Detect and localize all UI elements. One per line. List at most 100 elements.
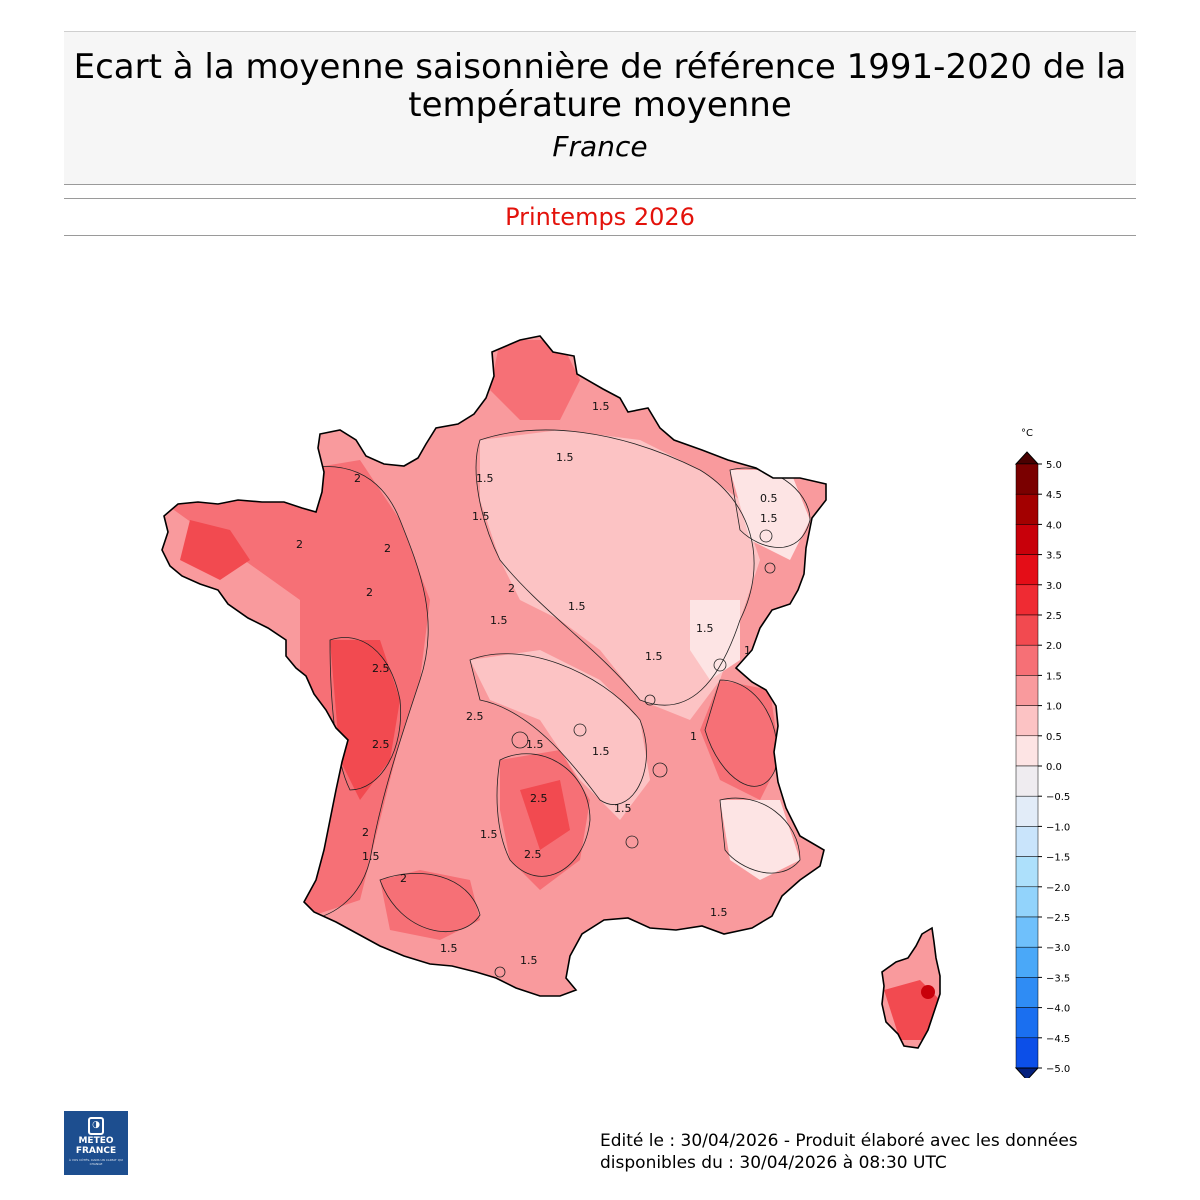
colorbar-tick-label: 2.5 xyxy=(1046,611,1062,622)
contour-label: 1 xyxy=(744,644,751,657)
contour-label: 1.5 xyxy=(440,942,458,955)
contour-label: 1.5 xyxy=(710,906,728,919)
zone-0-5-provence xyxy=(720,800,800,880)
contour-label: 2.5 xyxy=(372,662,390,675)
contour-1-5-northeast xyxy=(475,429,755,706)
edition-footer: Edité le : 30/04/2026 - Produit élaboré … xyxy=(600,1130,1160,1174)
contour-label: 1.5 xyxy=(760,512,778,525)
colorbar-bin xyxy=(1015,524,1039,555)
contour-2-0-west xyxy=(299,466,429,921)
contour-ring-2 xyxy=(573,723,587,737)
colorbar-tick-label: −2.0 xyxy=(1046,883,1070,894)
contour-label: 2 xyxy=(508,582,515,595)
legend-colorbar: 5.0 4.5 4.0 3.5 3.0 2.5 2.0 1.5 1.0 0.5 0.0 −0.5 −1.… xyxy=(1014,451,1070,1078)
colorbar-tick-label: 0.0 xyxy=(1046,762,1062,773)
colorbar-bin xyxy=(1015,705,1039,737)
colorbar-tick-label: −3.5 xyxy=(1046,973,1070,984)
contour-ring-1 xyxy=(511,731,529,749)
corsica-field xyxy=(870,920,940,1048)
contour-label: 1.5 xyxy=(592,400,610,413)
colorbar-bins xyxy=(1014,451,1040,1078)
colorbar-tick-label: 1.0 xyxy=(1046,702,1062,713)
colorbar-bin xyxy=(1015,946,1039,978)
contour-lines xyxy=(299,429,811,978)
colorbar-tick-label: −5.0 xyxy=(1046,1064,1070,1075)
colorbar-bin xyxy=(1015,886,1039,918)
colorbar-bin xyxy=(1015,1037,1039,1069)
zone-2-5-west xyxy=(330,640,400,800)
colorbar-tick-label: 5.0 xyxy=(1046,460,1062,471)
logo-glyph-icon: ◑ xyxy=(88,1117,104,1135)
colorbar-bin xyxy=(1015,675,1039,706)
contour-label: 2.5 xyxy=(530,792,548,805)
contour-label: 2.5 xyxy=(466,710,484,723)
colorbar-bin xyxy=(1015,1007,1039,1039)
zone-2-5-brittany xyxy=(180,520,250,580)
colorbar-bin xyxy=(1015,584,1039,616)
contour-label: 1.5 xyxy=(472,510,490,523)
colorbar-tick-label: −1.5 xyxy=(1046,853,1070,864)
colorbar-bin xyxy=(1015,463,1039,495)
colorbar-tick-label: 1.5 xyxy=(1046,671,1062,682)
zone-2-5-massif xyxy=(520,780,570,850)
contour-2-0-pyrenees xyxy=(379,873,481,932)
legend-unit: °C xyxy=(1021,428,1033,439)
logo-brand-line1: METEO xyxy=(78,1136,114,1146)
contour-label: 1 xyxy=(690,730,697,743)
edition-date: Edité le : 30/04/2026 - Produit élaboré … xyxy=(600,1131,1078,1151)
contour-label: 2.5 xyxy=(372,738,390,751)
anomaly-field xyxy=(162,336,940,1048)
contour-label: 1.5 xyxy=(362,850,380,863)
colorbar-tick-label: 3.0 xyxy=(1046,581,1062,592)
period-label: Printemps 2026 xyxy=(505,203,695,231)
contour-label: 1.5 xyxy=(556,451,574,464)
colorbar-tick-label: −4.5 xyxy=(1046,1034,1070,1045)
colorbar-tick-label: −4.0 xyxy=(1046,1004,1070,1015)
contour-label: 0.5 xyxy=(760,492,778,505)
contour-ring-5 xyxy=(759,529,773,543)
meteo-france-logo: ◑ METEO FRANCE À VOS CÔTÉS, DANS UN CLIM… xyxy=(64,1111,128,1175)
title-panel: Ecart à la moyenne saisonnière de référe… xyxy=(64,31,1136,185)
contour-label: 1.5 xyxy=(645,650,663,663)
contour-label: 2 xyxy=(384,542,391,555)
period-panel: Printemps 2026 xyxy=(64,198,1136,236)
colorbar-over-triangle xyxy=(1014,451,1040,465)
contour-label: 1.5 xyxy=(476,472,494,485)
zone-0-5-jura xyxy=(690,600,740,680)
logo-slogan: À VOS CÔTÉS, DANS UN CLIMAT QUI CHANGE xyxy=(68,1158,124,1166)
zone-2-0-pyrenees xyxy=(380,870,480,940)
colorbar-bin xyxy=(1015,614,1039,646)
contour-ring-6 xyxy=(764,562,776,574)
contour-label: 1.5 xyxy=(480,828,498,841)
colorbar-tick-label: 4.5 xyxy=(1046,490,1062,501)
colorbar-tick-label: 4.0 xyxy=(1046,520,1062,531)
colorbar-tick-label: 2.0 xyxy=(1046,641,1062,652)
contour-1-5-centre xyxy=(469,653,647,805)
data-availability: disponibles du : 30/04/2026 à 08:30 UTC xyxy=(600,1153,947,1173)
zone-0-5-alsace xyxy=(730,470,810,560)
contour-label: 2 xyxy=(362,826,369,839)
colorbar-under-triangle xyxy=(1014,1067,1040,1078)
colorbar-bin xyxy=(1015,735,1039,767)
map-title: Ecart à la moyenne saisonnière de référe… xyxy=(73,47,1127,125)
contour-label: 1.5 xyxy=(520,954,538,967)
colorbar-tick-label: −1.0 xyxy=(1046,822,1070,833)
contour-2-0-massif xyxy=(496,753,591,877)
contour-ring-3 xyxy=(652,762,668,778)
contour-2-5-west xyxy=(329,637,402,791)
colorbar-bin xyxy=(1015,977,1039,1008)
colorbar-bin xyxy=(1015,856,1039,888)
colorbar-bin xyxy=(1015,795,1039,827)
contour-label: 1.5 xyxy=(568,600,586,613)
contour-1-0-provence xyxy=(719,797,801,874)
contour-label: 1.5 xyxy=(490,614,508,627)
colorbar-tick-label: 3.5 xyxy=(1046,551,1062,562)
zone-2-0-alps xyxy=(700,680,780,800)
zone-2-0-west xyxy=(162,460,430,920)
contour-label: 1.5 xyxy=(614,802,632,815)
contour-label: 2 xyxy=(296,538,303,551)
logo-brand-line2: FRANCE xyxy=(75,1146,117,1156)
contour-label: 1.5 xyxy=(592,745,610,758)
colorbar-bin xyxy=(1015,826,1039,857)
